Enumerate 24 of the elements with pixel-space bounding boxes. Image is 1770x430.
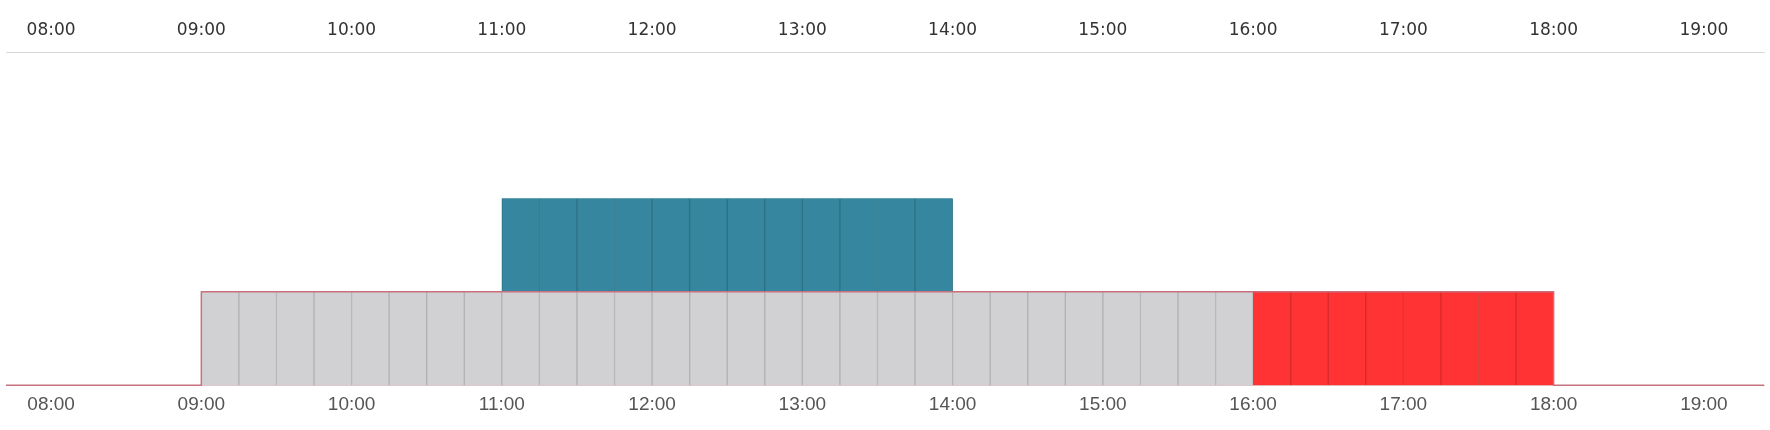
- x2-tick-label: 12:00: [628, 392, 676, 414]
- x2-tick-label: 16:00: [1229, 392, 1277, 414]
- x-tick-label: 17:00: [1378, 18, 1428, 39]
- x2-tick-label: 09:00: [177, 392, 226, 414]
- x-tick-label: 08:00: [26, 18, 76, 39]
- x2-tick-label: 11:00: [478, 392, 525, 414]
- x2-tick-label: 17:00: [1379, 392, 1428, 414]
- x2-tick-label: 13:00: [778, 392, 827, 414]
- x2-tick-label: 15:00: [1079, 392, 1127, 414]
- x-tick-label: 16:00: [1228, 18, 1278, 39]
- x-tick-label: 09:00: [176, 18, 226, 39]
- x-tick-label: 10:00: [327, 18, 377, 39]
- x-tick-label: 18:00: [1529, 18, 1579, 39]
- x-tick-label: 12:00: [627, 18, 677, 39]
- x2-tick-label: 18:00: [1529, 392, 1578, 414]
- x-tick-label: 19:00: [1679, 18, 1729, 39]
- x-tick-label: 11:00: [477, 18, 527, 39]
- x-tick-label: 15:00: [1078, 18, 1128, 39]
- x-tick-label: 14:00: [928, 18, 978, 39]
- x2-tick-label: 10:00: [327, 392, 376, 414]
- x2-tick-label: 19:00: [1680, 392, 1728, 414]
- x-tick-label: 13:00: [777, 18, 827, 39]
- x2-tick-label: 08:00: [27, 392, 75, 414]
- x2-tick-label: 14:00: [928, 392, 977, 414]
